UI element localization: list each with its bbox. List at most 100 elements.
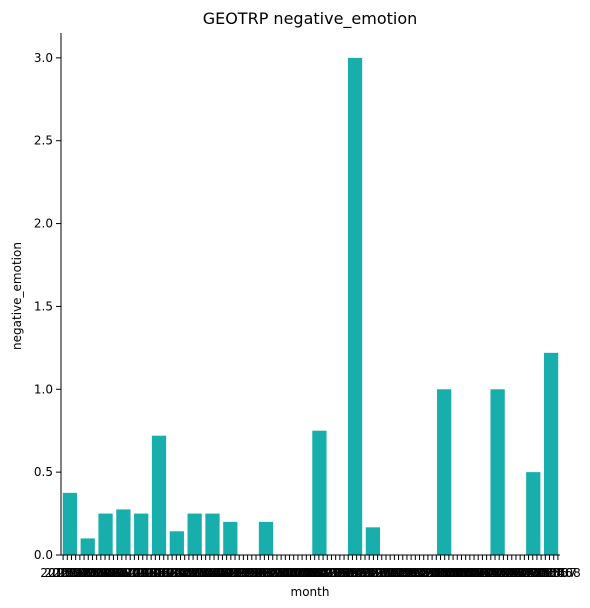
x-tick-label: 201604 bbox=[65, 566, 111, 580]
x-tick-label: 201607 bbox=[78, 566, 124, 580]
x-tick-label: 202107 bbox=[330, 566, 376, 580]
x-tick-label: 202204 bbox=[367, 566, 413, 580]
x-tick-label: 202111 bbox=[346, 566, 392, 580]
bar bbox=[205, 513, 220, 555]
bar bbox=[187, 513, 202, 555]
x-tick-label: 202402 bbox=[460, 566, 506, 580]
x-tick-label: 201701 bbox=[103, 566, 149, 580]
x-tick-label: 201602 bbox=[57, 566, 103, 580]
x-tick-label: 202202 bbox=[359, 566, 405, 580]
x-tick-label: 201702 bbox=[107, 566, 153, 580]
x-tick-label: 201711 bbox=[145, 566, 191, 580]
x-tick-label: 202201 bbox=[355, 566, 401, 580]
x-tick-label: 202103 bbox=[313, 566, 359, 580]
x-tick-label: 202409 bbox=[489, 566, 535, 580]
x-tick-label: 201801 bbox=[153, 566, 199, 580]
bar bbox=[223, 521, 238, 555]
x-tick-label: 202006 bbox=[275, 566, 321, 580]
bar bbox=[80, 538, 95, 555]
x-tick-label: 201510 bbox=[40, 566, 86, 580]
x-tick-label: 202406 bbox=[476, 566, 522, 580]
x-tick-label: 201810 bbox=[191, 566, 237, 580]
x-tick-label: 201905 bbox=[221, 566, 267, 580]
bar bbox=[490, 389, 505, 555]
x-tick-label: 201706 bbox=[124, 566, 170, 580]
x-tick-label: 201901 bbox=[204, 566, 250, 580]
x-tick-label: 201806 bbox=[174, 566, 220, 580]
x-tick-label: 202311 bbox=[447, 566, 493, 580]
x-tick-label: 202205 bbox=[371, 566, 417, 580]
x-tick-label: 202208 bbox=[384, 566, 430, 580]
x-tick-label: 202505 bbox=[522, 566, 568, 580]
bar bbox=[543, 352, 559, 555]
y-tick-label: 2.0 bbox=[34, 217, 53, 231]
x-tick-label: 202109 bbox=[338, 566, 384, 580]
x-tick-label: 201606 bbox=[74, 566, 120, 580]
x-tick-label: 201605 bbox=[70, 566, 116, 580]
x-tick-label: 202403 bbox=[464, 566, 510, 580]
x-tick-label: 201709 bbox=[137, 566, 183, 580]
x-tick-label: 202009 bbox=[288, 566, 334, 580]
x-tick-label: 202412 bbox=[501, 566, 547, 580]
bar bbox=[134, 513, 149, 555]
bar bbox=[98, 513, 113, 555]
x-tick-label: 202110 bbox=[342, 566, 388, 580]
x-tick-label: 201704 bbox=[116, 566, 162, 580]
x-tick-label: 202507 bbox=[531, 566, 577, 580]
x-tick-label: 202211 bbox=[397, 566, 443, 580]
y-ticks-group: 0.0 0.5 1.0 1.5 2.0 2.5 3.0 bbox=[34, 51, 61, 562]
bar bbox=[347, 57, 363, 556]
x-tick-label: 202310 bbox=[443, 566, 489, 580]
x-tick-label: 201609 bbox=[86, 566, 132, 580]
x-tick-label: 202104 bbox=[317, 566, 363, 580]
bar bbox=[62, 492, 78, 555]
x-tick-label: 202405 bbox=[472, 566, 518, 580]
x-tick-label: 201601 bbox=[53, 566, 99, 580]
x-tick-label: 201608 bbox=[82, 566, 128, 580]
x-tick-label: 201910 bbox=[241, 566, 287, 580]
x-tick-label: 202005 bbox=[271, 566, 317, 580]
x-tick-label: 202003 bbox=[262, 566, 308, 580]
x-tick-label: 202508 bbox=[535, 566, 581, 580]
x-tick-label: 202203 bbox=[363, 566, 409, 580]
x-tick-label: 202209 bbox=[388, 566, 434, 580]
y-tick-label: 2.5 bbox=[34, 134, 53, 148]
x-tick-label: 201911 bbox=[246, 566, 292, 580]
x-tick-label: 201707 bbox=[128, 566, 174, 580]
x-tick-label: 202501 bbox=[506, 566, 552, 580]
x-tick-label: 202004 bbox=[267, 566, 313, 580]
x-tick-label: 201904 bbox=[216, 566, 262, 580]
x-tick-label: 202407 bbox=[480, 566, 526, 580]
x-tick-label: 202309 bbox=[439, 566, 485, 580]
x-tick-label: 201710 bbox=[141, 566, 187, 580]
x-tick-label: 202410 bbox=[493, 566, 539, 580]
x-tick-label: 202304 bbox=[418, 566, 464, 580]
y-tick-label: 1.0 bbox=[34, 382, 53, 396]
x-tick-label: 201807 bbox=[179, 566, 225, 580]
x-tick-label: 202207 bbox=[380, 566, 426, 580]
x-tick-label: 202312 bbox=[451, 566, 497, 580]
bars-group bbox=[62, 57, 559, 556]
x-tick-label: 202010 bbox=[292, 566, 338, 580]
x-tick-label: 201812 bbox=[200, 566, 246, 580]
x-tick-label: 202206 bbox=[376, 566, 422, 580]
x-tick-label: 201907 bbox=[229, 566, 275, 580]
y-axis-label: negative_emotion bbox=[10, 242, 24, 350]
x-tick-label: 201804 bbox=[166, 566, 212, 580]
y-tick-label: 3.0 bbox=[34, 51, 53, 65]
x-tick-label: 201712 bbox=[149, 566, 195, 580]
bar bbox=[365, 527, 381, 555]
x-tick-label: 202011 bbox=[296, 566, 342, 580]
bar bbox=[116, 509, 131, 555]
x-tick-label: 202401 bbox=[455, 566, 501, 580]
x-tick-label: 202212 bbox=[401, 566, 447, 580]
x-tick-label: 202001 bbox=[254, 566, 300, 580]
bar bbox=[169, 531, 184, 555]
x-tick-label: 201610 bbox=[91, 566, 137, 580]
y-tick-label: 0.5 bbox=[34, 465, 53, 479]
x-tick-label: 202210 bbox=[392, 566, 438, 580]
x-tick-label: 202502 bbox=[510, 566, 556, 580]
x-tick-label: 201611 bbox=[95, 566, 141, 580]
y-tick-label: 0.0 bbox=[34, 548, 53, 562]
x-tick-label: 202101 bbox=[304, 566, 350, 580]
